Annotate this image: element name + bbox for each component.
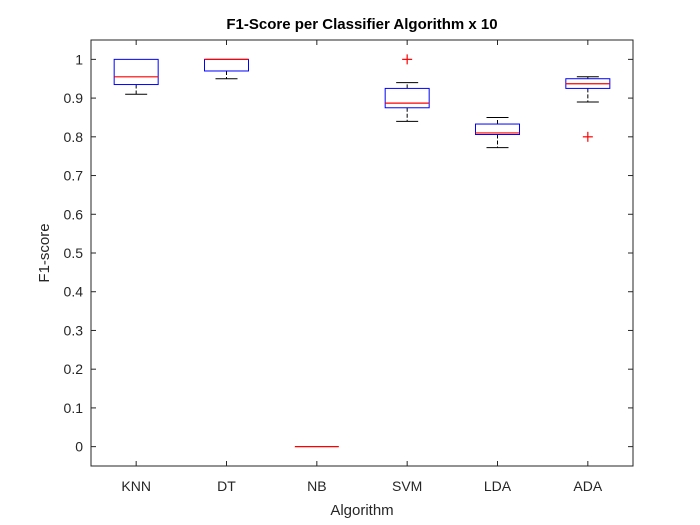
- box-iqr: [384, 87, 430, 109]
- x-axis-label: Algorithm: [330, 502, 393, 519]
- x-tick-label: NB: [307, 478, 326, 494]
- outlier-marker: [582, 131, 593, 142]
- box-iqr: [475, 123, 520, 135]
- box-iqr: [113, 58, 159, 86]
- box-series: [113, 54, 611, 448]
- x-tick-label: KNN: [121, 478, 151, 494]
- box-svm: [384, 54, 430, 122]
- y-tick-label: 0.4: [64, 284, 84, 300]
- outlier-marker: [402, 54, 413, 65]
- chart-title: F1-Score per Classifier Algorithm x 10: [226, 16, 497, 33]
- y-tick-label: 0.1: [64, 400, 84, 416]
- y-tick-label: 0.7: [64, 168, 84, 184]
- x-tick-label: LDA: [484, 478, 512, 494]
- x-tick-label: ADA: [573, 478, 602, 494]
- y-tick-label: 0: [75, 439, 83, 455]
- y-tick-label: 0.5: [64, 245, 84, 261]
- y-tick-label: 0.3: [64, 322, 84, 338]
- box-dt: [204, 58, 249, 80]
- x-tick-label: DT: [217, 478, 236, 494]
- y-tick-label: 0.2: [64, 361, 84, 377]
- plot-area-frame: [90, 39, 634, 467]
- x-tick-label: SVM: [392, 478, 422, 494]
- x-axis: KNN DT NB SVM LDA ADA: [121, 40, 603, 494]
- y-axis-label: F1-score: [36, 223, 53, 282]
- y-axis: 0 0.1 0.2 0.3 0.4 0.5 0.6 0.7 0.8 0.9 1: [64, 51, 633, 455]
- y-tick-label: 0.9: [64, 90, 84, 106]
- box-lda: [475, 116, 520, 149]
- y-tick-label: 1: [75, 51, 83, 67]
- box-ada: [565, 76, 611, 142]
- box-knn: [113, 58, 159, 95]
- y-tick-label: 0.8: [64, 129, 84, 145]
- y-tick-label: 0.6: [64, 206, 84, 222]
